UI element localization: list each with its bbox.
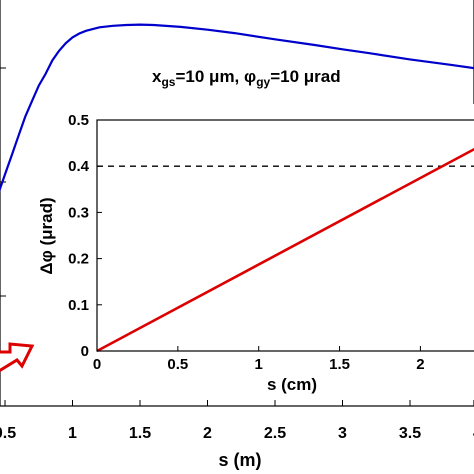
main-series <box>0 23 474 193</box>
inset-y-tick-label: 0.3 <box>68 204 89 221</box>
inset-x-tick-label: 1.5 <box>329 356 350 373</box>
inset-y-tick-label: 0.5 <box>68 112 89 129</box>
inset-plot-frame <box>96 119 474 352</box>
main-x-tick-label: 0.5 <box>0 425 16 442</box>
annotation-phi-sub: gy <box>256 75 270 89</box>
inset-x-tick-label: 1 <box>255 356 263 373</box>
inset-y-tick-label: 0.1 <box>68 297 89 314</box>
main-x-tick-label: 3.5 <box>399 425 421 442</box>
main-plot-frame <box>0 0 474 407</box>
pointer-arrow <box>0 342 35 373</box>
main-x-tick-label: 2.5 <box>264 425 286 442</box>
inset-y-tick-label: 0.4 <box>68 158 90 175</box>
annotation-x-val: =10 μm, <box>175 67 244 86</box>
main-x-ticks: 0.511.522.533.54 <box>0 400 474 442</box>
main-annotation: xgs=10 μm, φgy=10 μrad <box>152 67 341 89</box>
arrow-shape <box>0 342 35 373</box>
inset-y-tick-label: 0 <box>81 343 89 360</box>
inset-y-ticks: 0 0.1 0.2 0.3 0.4 0.5 <box>68 112 102 360</box>
main-x-tick-label: 1.5 <box>129 425 151 442</box>
annotation-x-sub: gs <box>161 75 175 89</box>
main-x-tick-label: 3 <box>338 425 347 442</box>
main-x-tick-label: 2 <box>203 425 212 442</box>
main-series-line <box>0 23 474 193</box>
inset-y-axis-label: Δφ (μrad) <box>37 197 56 274</box>
inset-chart: 0 0.1 0.2 0.3 0.4 0.5 0 0.5 1 1.5 2 Δφ (μrad) s (… <box>37 104 474 400</box>
inset-series-line <box>96 147 474 353</box>
inset-x-tick-label: 0 <box>93 356 101 373</box>
inset-x-tick-label: 0.5 <box>167 356 188 373</box>
annotation-x: x <box>152 67 162 86</box>
main-x-tick-label: 1 <box>68 425 77 442</box>
inset-series <box>96 147 474 353</box>
inset-x-ticks: 0 0.5 1 1.5 2 <box>93 346 425 373</box>
annotation-phi-val: =10 μrad <box>270 67 340 86</box>
annotation-phi: φ <box>244 67 256 86</box>
main-x-axis-label: s (m) <box>218 450 261 470</box>
inset-x-tick-label: 2 <box>416 356 424 373</box>
inset-x-axis-label: s (cm) <box>267 375 317 394</box>
inset-y-tick-label: 0.2 <box>68 251 89 268</box>
